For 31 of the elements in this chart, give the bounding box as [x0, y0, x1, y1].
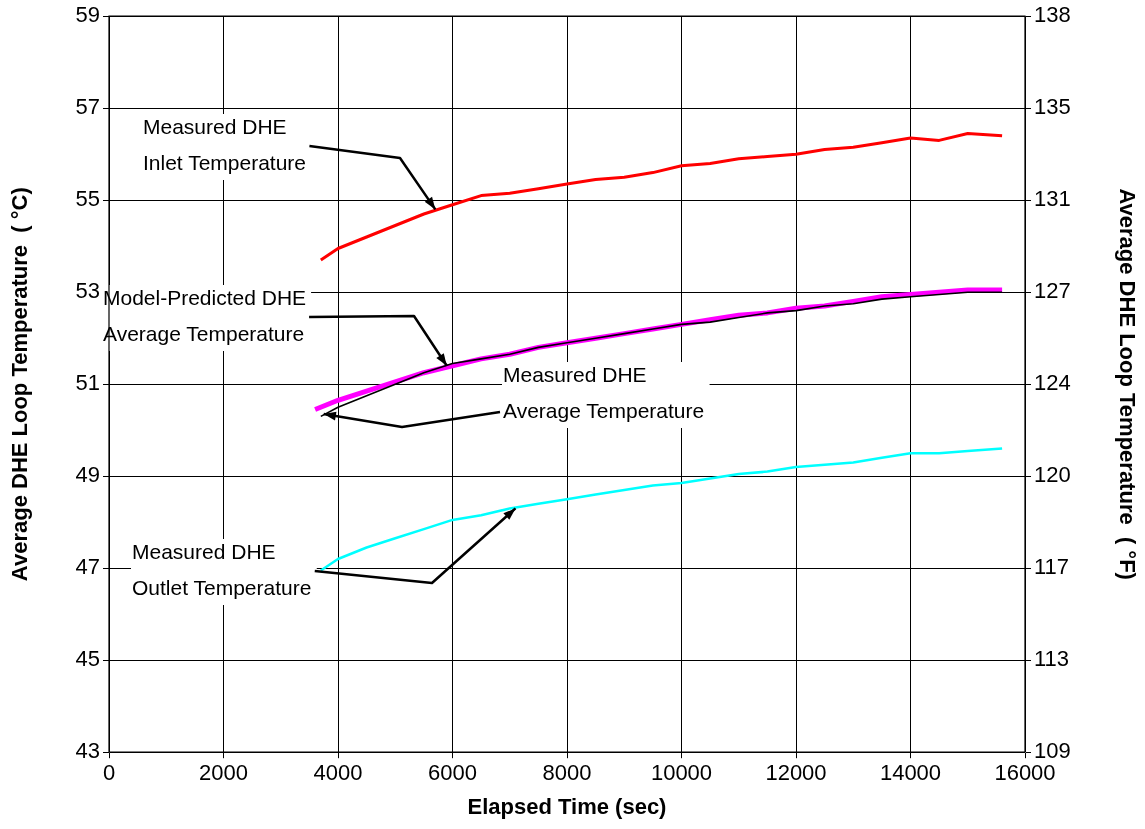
- y2-tick-label: 127: [1034, 278, 1071, 304]
- y2-tick-label: 135: [1034, 94, 1071, 120]
- annotation: Measured DHE Average Temperature: [503, 362, 705, 422]
- y2-tick-label: 120: [1034, 462, 1071, 488]
- y-tick-label: 57: [75, 94, 100, 120]
- y-tick-label: 45: [75, 646, 100, 672]
- annotation: Measured DHE Outlet Temperature: [132, 539, 312, 599]
- x-tick-label: 14000: [879, 760, 942, 786]
- x-tick-label: 6000: [428, 760, 477, 786]
- y2-tick-label: 138: [1034, 2, 1071, 28]
- y-tick-label: 59: [75, 2, 100, 28]
- x-tick-label: 12000: [765, 760, 827, 786]
- y2-axis-title: Average DHE Loop Temperature ( °F): [1114, 188, 1140, 580]
- y2-tick-label: 131: [1034, 186, 1071, 212]
- annotation: Measured DHE Inlet Temperature: [143, 114, 307, 174]
- y2-tick-label: 113: [1034, 646, 1070, 672]
- x-tick-label: 0: [102, 760, 116, 786]
- y-tick-label: 43: [75, 738, 100, 764]
- x-tick-label: 10000: [650, 760, 713, 786]
- y-tick-label: 55: [75, 186, 100, 212]
- x-tick-label: 8000: [542, 760, 592, 786]
- x-axis-title: Elapsed Time (sec): [467, 793, 667, 819]
- y2-tick-label: 124: [1034, 370, 1071, 396]
- y-tick-label: 51: [75, 370, 100, 396]
- y2-tick-label: 117: [1034, 554, 1070, 580]
- y-tick-label: 49: [75, 462, 100, 488]
- y-axis-title: Average DHE Loop Temperature ( °C): [7, 187, 33, 582]
- x-tick-label: 2000: [199, 760, 248, 786]
- x-tick-label: 4000: [313, 760, 363, 786]
- y-tick-label: 47: [75, 554, 100, 580]
- y-tick-label: 53: [75, 278, 100, 304]
